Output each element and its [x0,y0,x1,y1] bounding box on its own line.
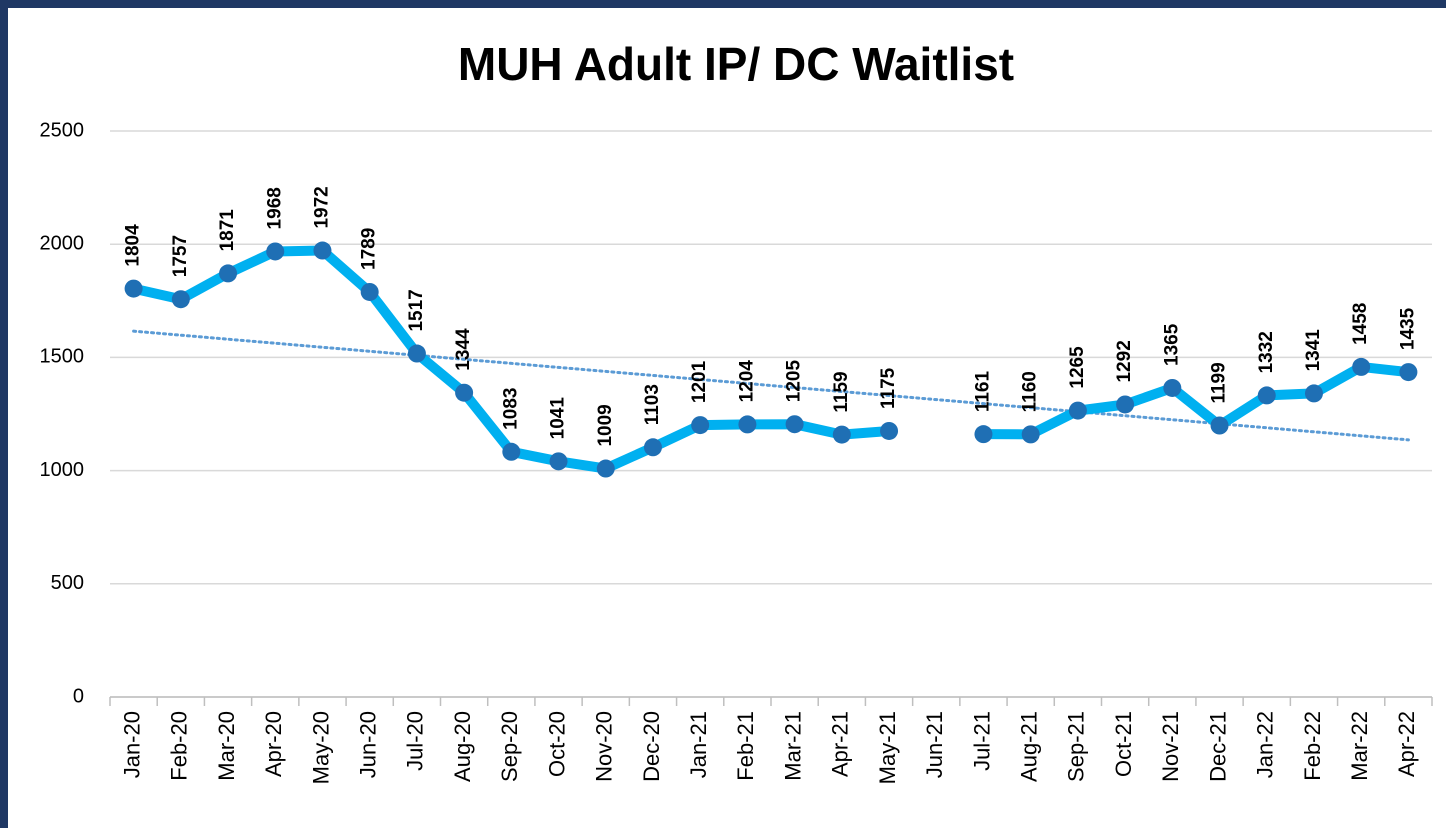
data-label: 1757 [170,235,191,277]
data-label: 1160 [1020,371,1041,412]
data-label: 1804 [123,224,144,267]
data-point [360,282,379,301]
data-point [407,344,426,363]
data-point [1068,401,1087,420]
x-tick-label: Feb-22 [1300,711,1325,781]
data-point [1163,378,1182,397]
x-tick-label: Feb-20 [167,711,192,781]
data-point [266,242,285,261]
x-tick-label: Jan-21 [686,711,711,778]
data-label: 1205 [784,359,805,402]
data-point [124,279,143,298]
x-tick-label: Mar-20 [214,711,239,781]
x-tick-label: Jul-21 [969,711,994,771]
data-point [171,290,190,309]
x-tick-label: Feb-21 [733,711,758,781]
data-point [974,425,993,444]
data-label: 1292 [1114,340,1135,382]
data-point [1352,357,1371,376]
data-label: 1344 [453,328,474,371]
y-tick-label: 2000 [40,232,85,254]
data-label: 1871 [217,209,238,252]
x-tick-label: Dec-20 [639,711,664,782]
data-line [132,245,1409,474]
x-tick-label: Mar-21 [780,711,805,781]
data-point [502,442,521,461]
data-label: 1159 [831,371,852,412]
x-tick-label: Apr-21 [828,711,853,777]
data-point [785,415,804,434]
data-label: 1972 [311,186,332,228]
x-tick-label: Sep-20 [497,711,522,782]
data-point [549,452,568,471]
data-label: 1199 [1209,362,1230,403]
data-label: 1435 [1397,307,1418,350]
x-tick-label: Oct-21 [1111,711,1136,777]
data-label: 1341 [1303,329,1324,372]
x-tick-label: Dec-21 [1205,711,1230,782]
data-point [1021,425,1040,444]
data-point [643,438,662,457]
x-tick-label: May-20 [308,711,333,784]
x-tick-label: Apr-22 [1394,711,1419,777]
y-tick-label: 0 [73,685,84,707]
data-point [1257,386,1276,405]
data-label: 1161 [972,370,993,412]
data-label: 1458 [1350,303,1371,345]
y-tick-label: 2500 [40,119,85,141]
data-label: 1041 [548,397,569,440]
data-point [691,416,710,435]
data-label: 1365 [1161,323,1182,366]
data-point [1210,416,1229,435]
data-point [313,241,332,260]
x-tick-label: Jul-20 [403,711,428,771]
x-tick-label: Nov-20 [592,711,617,782]
data-label: 1175 [878,367,899,409]
data-point [832,425,851,444]
data-label: 1517 [406,289,427,331]
data-label: 1201 [689,360,710,403]
data-label: 1332 [1256,331,1277,373]
data-point [880,421,899,440]
data-label: 1265 [1067,346,1088,389]
data-point [1116,395,1135,414]
x-tick-label: Aug-21 [1016,711,1041,782]
y-tick-label: 1000 [40,459,85,481]
x-tick-label: Jan-20 [119,711,144,778]
data-point [1399,363,1418,382]
x-tick-label: Nov-21 [1158,711,1183,782]
data-label: 1204 [736,360,757,403]
data-label: 1789 [359,228,380,270]
x-tick-label: Jun-21 [922,711,947,778]
x-tick-label: Sep-21 [1064,711,1089,782]
x-tick-label: May-21 [875,711,900,784]
x-tick-label: Aug-20 [450,711,475,782]
data-label: 1103 [642,384,663,425]
data-point [738,415,757,434]
chart-title: MUH Adult IP/ DC Waitlist [458,38,1014,90]
trendline [132,329,1410,442]
data-point [1304,384,1323,403]
x-tick-label: Jan-22 [1253,711,1278,778]
y-tick-label: 500 [51,572,84,594]
x-tick-label: Mar-22 [1347,711,1372,781]
data-point [219,264,238,283]
data-label: 1968 [264,187,285,229]
data-label: 1083 [500,388,521,430]
data-point [455,383,474,402]
x-tick-label: Apr-20 [261,711,286,777]
data-label: 1009 [595,404,616,446]
data-point [596,459,615,478]
x-tick-label: Oct-20 [544,711,569,777]
y-tick-label: 1500 [40,346,85,368]
x-tick-label: Jun-20 [355,711,380,778]
